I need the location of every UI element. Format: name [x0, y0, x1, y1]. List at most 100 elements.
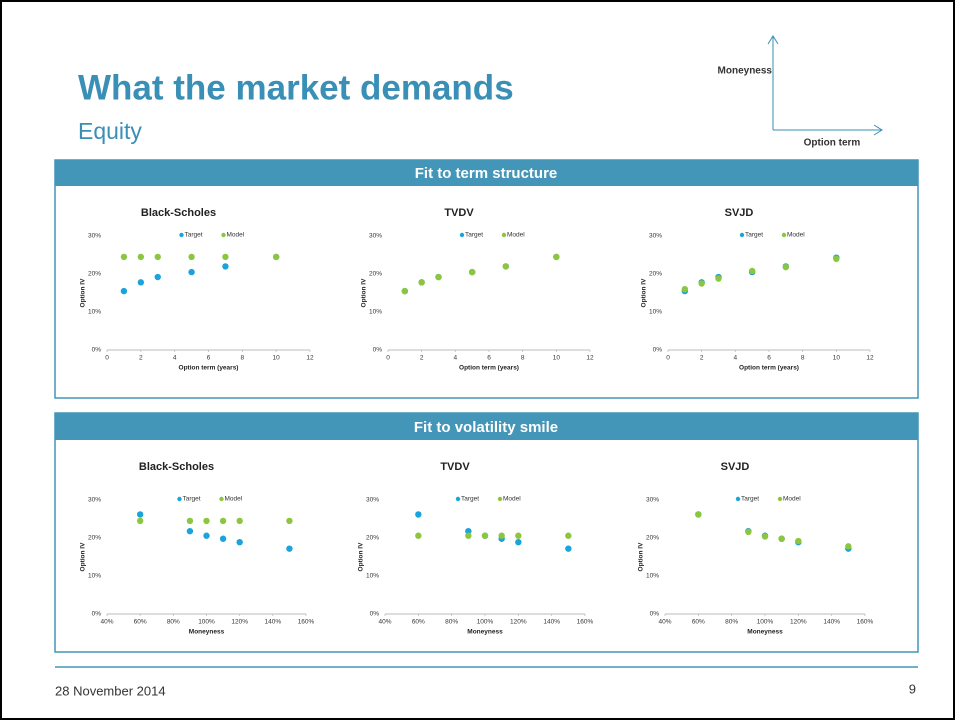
x-tick-label: 40% — [378, 619, 391, 626]
chart-title: SVJD — [725, 207, 754, 219]
chart-title: Black-Scholes — [139, 461, 214, 473]
data-point — [286, 545, 293, 552]
x-axis-label: Moneyness — [467, 629, 503, 636]
y-axis-label: Option IV — [358, 542, 365, 572]
x-tick-label: 0 — [105, 355, 109, 362]
y-tick-label: 30% — [88, 497, 101, 504]
data-point — [465, 532, 472, 539]
y-tick-label: 10% — [88, 309, 101, 316]
data-point — [745, 528, 752, 536]
data-point — [203, 517, 210, 525]
data-point — [795, 537, 802, 545]
chart-title: Black-Scholes — [141, 207, 216, 219]
legend-marker — [219, 496, 224, 502]
y-axis-label: Option IV — [80, 542, 87, 572]
legend-label: Model — [227, 232, 245, 239]
y-tick-label: 20% — [646, 535, 659, 542]
data-point — [515, 538, 522, 546]
x-tick-label: 12 — [586, 355, 594, 362]
legend-label: Target — [745, 232, 763, 239]
x-tick-label: 60% — [692, 619, 705, 626]
legend-marker — [221, 232, 226, 238]
x-tick-label: 10 — [833, 355, 841, 362]
slide-subtitle: Equity — [78, 118, 142, 144]
y-tick-label: 0% — [650, 611, 660, 618]
x-tick-label: 120% — [231, 619, 248, 626]
y-tick-label: 20% — [88, 271, 101, 278]
data-point — [435, 273, 442, 281]
x-tick-label: 2 — [420, 355, 424, 362]
y-tick-label: 0% — [92, 611, 102, 618]
section-title: Fit to volatility smile — [414, 419, 558, 436]
section-header — [55, 413, 918, 440]
data-point — [698, 280, 705, 287]
data-point — [136, 517, 144, 525]
x-tick-label: 60% — [134, 619, 147, 626]
y-tick-label: 30% — [369, 233, 382, 240]
data-point — [188, 253, 195, 261]
x-tick-label: 80% — [725, 619, 738, 626]
y-tick-label: 20% — [366, 535, 379, 542]
data-point — [203, 532, 210, 539]
y-tick-label: 10% — [366, 573, 379, 580]
data-point — [515, 532, 522, 539]
x-tick-label: 0 — [666, 355, 670, 362]
x-tick-label: 12 — [306, 355, 314, 362]
data-point — [553, 253, 560, 261]
x-tick-label: 80% — [445, 619, 458, 626]
x-axis-label: Moneyness — [189, 629, 225, 636]
section-header — [55, 160, 918, 186]
y-axis-label: Option IV — [638, 542, 645, 572]
data-point — [120, 287, 128, 295]
data-point — [498, 532, 505, 539]
data-point — [401, 287, 409, 295]
x-tick-label: 140% — [543, 619, 560, 626]
diagram-y-label: Moneyness — [718, 66, 773, 77]
data-point — [681, 286, 689, 293]
y-tick-label: 20% — [369, 271, 382, 278]
legend-marker — [739, 232, 745, 238]
page-number: 9 — [909, 681, 916, 696]
legend-label: Target — [461, 496, 479, 503]
data-point — [236, 517, 243, 525]
data-point — [186, 517, 194, 525]
x-tick-label: 0 — [386, 355, 390, 362]
x-tick-label: 10 — [273, 355, 281, 362]
y-tick-label: 30% — [366, 497, 379, 504]
x-tick-label: 40% — [100, 619, 113, 626]
x-tick-label: 80% — [167, 619, 180, 626]
x-tick-label: 4 — [734, 355, 738, 362]
data-point — [154, 253, 161, 261]
data-point — [502, 263, 510, 270]
diagram-x-label: Option term — [804, 138, 861, 149]
x-axis-label: Option term (years) — [179, 365, 239, 372]
data-point — [748, 267, 756, 275]
legend-marker — [735, 496, 741, 502]
data-point — [120, 253, 128, 261]
data-point — [154, 273, 161, 281]
footer-date: 28 November 2014 — [55, 683, 166, 698]
legend-label: Model — [783, 496, 801, 503]
legend-label: Target — [465, 232, 483, 239]
x-tick-label: 100% — [198, 619, 215, 626]
x-tick-label: 2 — [139, 355, 143, 362]
x-tick-label: 8 — [241, 355, 245, 362]
data-point — [137, 253, 145, 261]
data-point — [286, 517, 293, 525]
data-point — [565, 532, 572, 539]
legend-label: Model — [225, 496, 243, 503]
x-tick-label: 120% — [790, 619, 807, 626]
y-tick-label: 10% — [646, 573, 659, 580]
x-tick-label: 140% — [265, 619, 282, 626]
x-tick-label: 4 — [454, 355, 458, 362]
x-tick-label: 160% — [577, 619, 594, 626]
x-tick-label: 140% — [823, 619, 840, 626]
y-tick-label: 10% — [649, 309, 662, 316]
legend-label: Model — [503, 496, 521, 503]
x-tick-label: 6 — [767, 355, 771, 362]
data-point — [418, 279, 425, 286]
x-tick-label: 6 — [487, 355, 491, 362]
slide-title: What the market demands — [78, 68, 514, 107]
x-tick-label: 12 — [866, 355, 874, 362]
legend-label: Model — [507, 232, 525, 239]
